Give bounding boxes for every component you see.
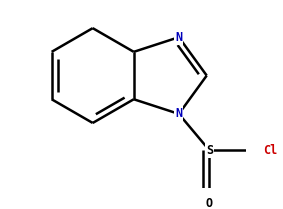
Text: Cl: Cl <box>263 144 277 157</box>
Text: S: S <box>206 144 213 157</box>
Text: O: O <box>206 196 213 209</box>
Text: N: N <box>175 31 183 44</box>
Text: N: N <box>175 107 183 120</box>
